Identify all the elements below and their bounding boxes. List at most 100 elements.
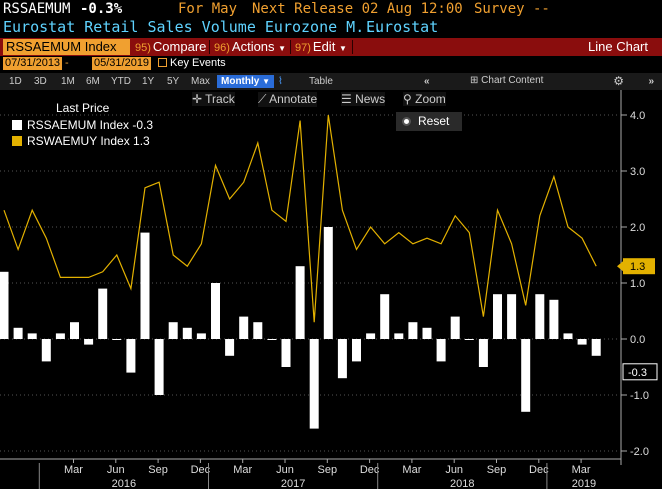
legend-title: Last Price [56,101,110,115]
zoom-tool[interactable]: ⚲ Zoom [403,92,446,106]
frequency-dropdown[interactable]: Monthly ▼ [217,75,275,88]
bar [493,294,502,339]
y-tick-label: 1.0 [630,278,645,290]
search-icon: ⚲ [403,92,416,106]
edit-button[interactable]: 97) Edit ▼ [295,39,347,55]
bar [450,316,460,339]
crosshair-icon: ✛ [192,92,206,106]
gear-icon[interactable]: ⚙ [613,74,624,88]
y-tick-label: 3.0 [630,166,645,178]
y-tick-label: 4.0 [630,110,645,122]
period-5y[interactable]: 5Y [167,76,180,87]
bar [253,322,263,339]
key-events-label: Key Events [170,57,226,69]
bar [182,327,192,339]
last-value-badge-line [623,258,655,275]
x-tick-label: Sep [487,464,507,476]
chart-area[interactable]: 4.0 3.0 2.0 1.0 0.0 -1.0 -2.0 1.3 -0.3 Mar Jun Sep… [0,90,662,489]
series-line [3,114,597,323]
period-ytd[interactable]: YTD [111,76,131,87]
bar [577,339,587,345]
table-button[interactable]: Table [309,76,333,87]
legend-item-name: RSSAEMUM Index [27,118,130,132]
period-1d[interactable]: 1D [9,76,22,87]
annotate-label: Annotate [269,92,318,106]
legend-item-value: 1.3 [133,134,150,148]
period-label: For May [178,1,238,17]
bar [140,232,150,339]
news-icon: ☰ [341,92,356,106]
zoom-label: Zoom [415,92,446,106]
toolbar-divider [209,40,210,54]
period-1y[interactable]: 1Y [142,76,155,87]
date-dash: - [65,57,69,69]
expand-icon[interactable]: » [648,76,654,87]
x-tick-label: Mar [402,464,421,476]
period-6m[interactable]: 6M [86,76,100,87]
badge-arrow [617,261,623,272]
frequency-label: Monthly [221,76,260,87]
track-tool[interactable]: ✛ Track [192,92,235,106]
chart-content-button[interactable]: ⊞ Chart Content [470,75,543,86]
bar [309,339,319,429]
x-tick-label: Mar [233,464,252,476]
bar [478,339,488,367]
chevron-down-icon: ▼ [338,44,347,53]
x-tick-label: Sep [148,464,168,476]
track-label: Track [205,92,235,106]
bar [27,333,37,339]
bar [239,316,249,339]
chevron-down-icon: ▼ [278,44,287,53]
compare-button[interactable]: 95) Compare [135,39,206,55]
period-3d[interactable]: 3D [34,76,47,87]
bar [154,339,164,395]
bar [55,333,65,339]
period-bar: 1D 3D 1M 6M YTD 1Y 5Y Max Monthly ▼ ⌇ Ta… [0,73,662,90]
bar [112,339,122,340]
legend-item-value: -0.3 [132,118,154,132]
y-tick-label: 0.0 [630,334,645,346]
survey-label: Survey -- [474,1,550,17]
bar [408,322,418,339]
series-description: Eurostat Retail Sales Volume Eurozone M.… [3,18,383,36]
annotate-tool[interactable]: ⟋ Annotate [258,92,318,107]
key-events-toggle[interactable]: Key Events [158,56,226,71]
edit-label: Edit [312,39,336,54]
toolbar-divider [290,40,291,54]
bar [168,322,178,339]
bar [436,339,446,362]
grid-lines [0,114,620,452]
security-input[interactable]: RSSAEMUM Index [3,39,130,55]
bar [394,333,404,339]
collapse-icon[interactable]: « [424,76,430,87]
toolbar: RSSAEMUM Index 95) Compare 96) Actions ▼ 9… [0,38,662,56]
checkbox-icon [158,58,167,67]
period-1m[interactable]: 1M [61,76,75,87]
period-max[interactable]: Max [191,76,210,87]
legend-item: RSWAEMUY Index 1.3 [12,134,150,148]
bar [196,333,206,339]
bar [507,294,517,339]
bar [323,227,333,339]
bar [337,339,347,379]
edit-number: 97) [295,42,311,54]
reset-button[interactable]: Reset [396,112,462,131]
bar [563,333,573,339]
actions-button[interactable]: 96) Actions ▼ [214,39,286,55]
bar [211,283,220,339]
line-chart-icon[interactable]: ⌇ [278,76,283,87]
last-value-line: 1.3 [630,261,645,273]
last-value-bar: -0.3 [628,367,647,379]
next-release-label: Next Release 02 Aug 12:00 [252,1,463,17]
end-date-input[interactable]: 05/31/2019 [92,57,152,70]
bar [126,339,136,373]
x-tick-label: Mar [572,464,591,476]
bar [464,339,474,340]
bar [295,266,305,339]
y-tick-label: -1.0 [630,390,649,402]
start-date-input[interactable]: 07/31/2013 [3,57,63,70]
news-tool[interactable]: ☰ News [341,92,386,106]
change-value: -0.3% [80,1,123,17]
chart-type-label[interactable]: Line Chart [588,39,648,54]
x-tick-label: Mar [64,464,83,476]
